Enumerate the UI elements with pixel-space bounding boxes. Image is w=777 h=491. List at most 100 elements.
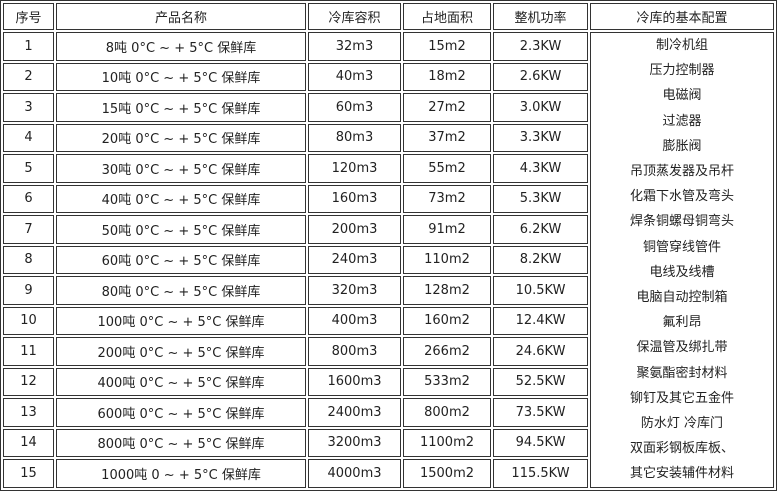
cell-power: 24.6KW	[493, 337, 588, 366]
table-row: 4 20吨 0°C ~ + 5°C 保鲜库 80m3 37m2 3.3KW	[3, 123, 774, 152]
cell-no: 5	[3, 154, 54, 183]
cell-name: 1000吨 0 ~ + 5°C 保鲜库	[56, 459, 306, 488]
cell-name: 600吨 0°C ~ + 5°C 保鲜库	[56, 398, 306, 427]
cell-no: 13	[3, 398, 54, 427]
cell-volume: 80m3	[308, 123, 401, 152]
header-area: 占地面积	[403, 3, 491, 30]
cell-volume: 4000m3	[308, 459, 401, 488]
table-row: 7 50吨 0°C ~ + 5°C 保鲜库 200m3 91m2 6.2KW	[3, 215, 774, 244]
cell-no: 11	[3, 337, 54, 366]
cell-area: 55m2	[403, 154, 491, 183]
config-item: 防水灯 冷库门	[640, 416, 724, 432]
config-item: 吊顶蒸发器及吊杆	[629, 164, 734, 180]
table-row: 11 200吨 0°C ~ + 5°C 保鲜库 800m3 266m2 24.6KW	[3, 337, 774, 366]
config-item: 电脑自动控制箱	[636, 290, 728, 306]
config-item: 其它安装辅件材料	[629, 466, 734, 482]
cell-power: 3.0KW	[493, 93, 588, 122]
cell-volume: 200m3	[308, 215, 401, 244]
cell-no: 1	[3, 32, 54, 61]
cell-area: 27m2	[403, 93, 491, 122]
config-item: 氟利昂	[662, 315, 702, 331]
config-item: 电线及线槽	[649, 264, 715, 280]
cell-power: 3.3KW	[493, 123, 588, 152]
config-item: 膨胀阀	[662, 138, 702, 154]
table-row: 13 600吨 0°C ~ + 5°C 保鲜库 2400m3 800m2 73.5KW	[3, 398, 774, 427]
cell-no: 15	[3, 459, 54, 488]
cell-area: 160m2	[403, 306, 491, 335]
config-item: 铜管穿线管件	[642, 239, 721, 255]
cell-name: 800吨 0°C ~ + 5°C 保鲜库	[56, 428, 306, 457]
cell-power: 94.5KW	[493, 428, 588, 457]
cell-no: 2	[3, 62, 54, 91]
table-row: 8 60吨 0°C ~ + 5°C 保鲜库 240m3 110m2 8.2KW	[3, 245, 774, 274]
cell-name: 20吨 0°C ~ + 5°C 保鲜库	[56, 123, 306, 152]
cell-volume: 32m3	[308, 32, 401, 61]
cell-no: 14	[3, 428, 54, 457]
cell-name: 200吨 0°C ~ + 5°C 保鲜库	[56, 337, 306, 366]
header-no: 序号	[3, 3, 54, 30]
cell-volume: 800m3	[308, 337, 401, 366]
cell-area: 91m2	[403, 215, 491, 244]
header-row: 序号 产品名称 冷库容积 占地面积 整机功率 冷库的基本配置	[3, 3, 774, 30]
cell-power: 52.5KW	[493, 367, 588, 396]
cell-name: 100吨 0°C ~ + 5°C 保鲜库	[56, 306, 306, 335]
table-row: 2 10吨 0°C ~ + 5°C 保鲜库 40m3 18m2 2.6KW	[3, 62, 774, 91]
cell-power: 115.5KW	[493, 459, 588, 488]
cell-power: 73.5KW	[493, 398, 588, 427]
cell-power: 5.3KW	[493, 184, 588, 213]
cell-area: 73m2	[403, 184, 491, 213]
cell-area: 110m2	[403, 245, 491, 274]
cell-area: 15m2	[403, 32, 491, 61]
table-row: 9 80吨 0°C ~ + 5°C 保鲜库 320m3 128m2 10.5KW	[3, 276, 774, 305]
cell-area: 800m2	[403, 398, 491, 427]
cell-volume: 40m3	[308, 62, 401, 91]
config-item: 双面彩钢板库板、	[629, 441, 734, 457]
cell-volume: 3200m3	[308, 428, 401, 457]
cell-no: 12	[3, 367, 54, 396]
cell-power: 2.6KW	[493, 62, 588, 91]
config-item: 铆钉及其它五金件	[629, 390, 734, 406]
config-item: 焊条铜螺母铜弯头	[629, 214, 734, 230]
cell-name: 30吨 0°C ~ + 5°C 保鲜库	[56, 154, 306, 183]
cell-no: 4	[3, 123, 54, 152]
cell-name: 80吨 0°C ~ + 5°C 保鲜库	[56, 276, 306, 305]
cell-name: 8吨 0°C ~ + 5°C 保鲜库	[56, 32, 306, 61]
config-item: 保温管及绑扎带	[636, 340, 728, 356]
cell-area: 1500m2	[403, 459, 491, 488]
cell-volume: 2400m3	[308, 398, 401, 427]
cell-volume: 60m3	[308, 93, 401, 122]
table-row: 10 100吨 0°C ~ + 5°C 保鲜库 400m3 160m2 12.4KW	[3, 306, 774, 335]
table-row: 1 8吨 0°C ~ + 5°C 保鲜库 32m3 15m2 2.3KW 制冷机组压力控制…	[3, 32, 774, 488]
config-item: 化霜下水管及弯头	[629, 189, 734, 205]
cell-power: 2.3KW	[493, 32, 588, 61]
cell-name: 400吨 0°C ~ + 5°C 保鲜库	[56, 367, 306, 396]
table-row: 12 400吨 0°C ~ + 5°C 保鲜库 1600m3 533m2 52.5KW	[3, 367, 774, 396]
config-item: 聚氨酯密封材料	[636, 365, 728, 381]
cell-name: 15吨 0°C ~ + 5°C 保鲜库	[56, 93, 306, 122]
cell-name: 40吨 0°C ~ + 5°C 保鲜库	[56, 184, 306, 213]
cell-area: 266m2	[403, 337, 491, 366]
header-name: 产品名称	[56, 3, 306, 30]
cell-power: 4.3KW	[493, 154, 588, 183]
cell-power: 12.4KW	[493, 306, 588, 335]
cell-volume: 320m3	[308, 276, 401, 305]
cell-no: 10	[3, 306, 54, 335]
cell-volume: 400m3	[308, 306, 401, 335]
cell-power: 6.2KW	[493, 215, 588, 244]
cell-power: 8.2KW	[493, 245, 588, 274]
table-row: 14 800吨 0°C ~ + 5°C 保鲜库 3200m3 1100m2 94.5KW	[3, 428, 774, 457]
cell-area: 128m2	[403, 276, 491, 305]
table-row: 3 15吨 0°C ~ + 5°C 保鲜库 60m3 27m2 3.0KW	[3, 93, 774, 122]
cell-no: 3	[3, 93, 54, 122]
cell-power: 10.5KW	[493, 276, 588, 305]
cell-name: 50吨 0°C ~ + 5°C 保鲜库	[56, 215, 306, 244]
config-item: 制冷机组	[655, 38, 708, 53]
config-cell: 制冷机组 压力控制器 电磁阀 过滤器 膨胀阀 吊顶蒸发器及吊杆 化霜下水管及弯头 焊条铜螺母铜…	[590, 32, 774, 488]
cell-area: 37m2	[403, 123, 491, 152]
table-row: 15 1000吨 0 ~ + 5°C 保鲜库 4000m3 1500m2 115.5KW	[3, 459, 774, 488]
table-row: 6 40吨 0°C ~ + 5°C 保鲜库 160m3 73m2 5.3KW	[3, 184, 774, 213]
config-item: 压力控制器	[649, 63, 715, 79]
cell-volume: 1600m3	[308, 367, 401, 396]
header-power: 整机功率	[493, 3, 588, 30]
